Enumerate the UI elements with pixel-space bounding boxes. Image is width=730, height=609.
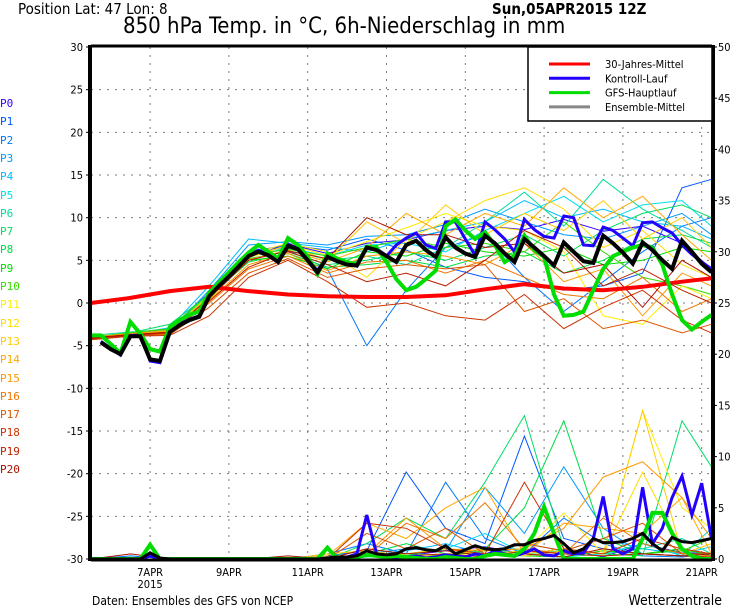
gfs-temp-line [91,216,713,357]
member-label-p11: P11 [0,298,20,312]
left-tick-label: -5 [73,340,83,353]
member-precip-line-p7 [91,414,712,560]
member-label-p12: P12 [0,316,20,330]
right-tick-label: 25 [718,297,730,310]
member-label-p16: P16 [0,389,20,403]
x-tick-label: 13APR [370,566,402,579]
left-tick-label: 30 [70,41,83,54]
member-label-p6: P6 [0,206,14,220]
member-precip-line-p12 [91,470,712,560]
member-temp-line-p1 [90,178,712,339]
legend-label: Kontroll-Lauf [605,72,668,85]
member-temp-line-p18 [90,259,712,341]
legend-label: GFS-Hauptlauf [605,87,677,100]
x-tick-label: 21APR [686,566,718,579]
right-tick-label: 30 [718,246,730,259]
member-label-p14: P14 [0,353,20,367]
legend-box [527,46,713,122]
brand-label: Wetterzentrale [628,593,722,609]
member-label-p19: P19 [0,444,20,458]
left-tick-label: -10 [67,382,83,395]
member-label-p8: P8 [0,243,14,257]
member-label-p15: P15 [0,371,20,385]
x-tick-year: 2015 [138,578,163,591]
right-tick-label: 40 [718,143,730,156]
member-label-p18: P18 [0,426,20,440]
right-tick-label: 15 [718,399,730,412]
right-tick-label: 5 [718,502,724,515]
member-temp-line-p15 [90,242,712,338]
member-label-p0: P0 [0,97,14,110]
right-tick-label: 50 [718,41,730,54]
right-tick-label: 45 [718,92,730,105]
member-label-p1: P1 [0,115,14,129]
left-tick-label: -25 [67,510,83,523]
member-label-p10: P10 [0,280,20,293]
x-tick-label: 15APR [449,566,481,579]
x-tick-label: 17APR [528,566,560,579]
x-tick-label: 7APR [137,566,163,579]
left-tick-label: -30 [67,553,83,566]
left-tick-label: 5 [77,254,83,267]
axes: -30 -25 -20 -15 -10 -5 0 5 10 15 20 25 30 0 5 10 15 20 25 3… [67,41,730,591]
left-tick-label: 15 [70,169,83,182]
member-precip-line-p18 [91,481,712,560]
member-label-p20: P20 [0,463,20,476]
left-tick-label: 0 [77,297,83,310]
right-tick-label: 0 [718,553,724,566]
member-temp-line-p20 [90,217,712,339]
member-label-p9: P9 [0,261,14,275]
data-source: Daten: Ensembles des GFS von NCEP [92,594,294,608]
left-tick-label: -15 [67,425,83,438]
left-tick-label: 25 [70,84,83,97]
member-label-p5: P5 [0,188,14,202]
legend-label: 30-Jahres-Mittel [605,58,684,71]
left-tick-label: 10 [70,212,83,225]
member-label-p3: P3 [0,151,14,165]
left-tick-label: -20 [67,468,83,481]
member-label-p4: P4 [0,170,14,184]
right-tick-label: 20 [718,348,730,361]
member-label-p17: P17 [0,408,20,422]
main-lines [90,214,713,562]
position-label: Position Lat: 47 Lon: 8 [18,0,168,18]
ensemble-mean-temp-line [99,232,713,364]
run-date: Sun,05APR2015 12Z [492,0,647,18]
x-tick-label: 9APR [216,566,242,579]
climate-mean-line [90,276,712,305]
left-tick-label: 20 [70,126,83,139]
member-label-p7: P7 [0,225,14,239]
x-tick-label: 19APR [607,566,639,579]
legend-label: Ensemble-Mittel [605,101,685,114]
member-label-p2: P2 [0,133,14,147]
right-tick-label: 35 [718,195,730,208]
chart-title: 850 hPa Temp. in °C, 6h-Niederschlag in … [123,14,566,39]
x-tick-label: 11APR [292,566,324,579]
member-label-p13: P13 [0,334,20,348]
right-tick-label: 10 [718,451,730,464]
